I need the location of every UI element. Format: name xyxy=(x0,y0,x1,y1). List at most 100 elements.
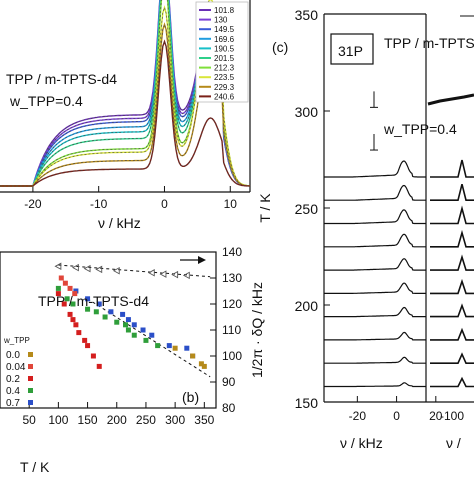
panel-b-point-0.4 xyxy=(64,296,70,302)
panel-c-right-spectrum-230 xyxy=(430,229,474,248)
panel-b-point-0.7 xyxy=(108,309,114,315)
panel-c-spectrum-254 xyxy=(324,184,426,201)
panel-c-right-spectrum-266 xyxy=(430,159,474,178)
panel-a-legend-label: 229.3 xyxy=(214,83,235,92)
panel-b-point-0.04 xyxy=(72,291,78,297)
panel-b-xtick-label: 50 xyxy=(23,413,37,427)
panel-b-fit-line xyxy=(87,298,211,378)
panel-b-point-0.2 xyxy=(76,330,82,336)
panel-c-spectrum-242 xyxy=(324,209,426,225)
panel-a-title: TPP / m-TPTS-d4 xyxy=(6,71,117,87)
panel-b-legend-marker xyxy=(28,364,33,369)
panel-b-point-0.7 xyxy=(85,296,91,302)
panel-c-ytick-label: 150 xyxy=(295,395,319,411)
panel-a-ticks: -20 -10 0 10 xyxy=(24,186,237,211)
panel-b-legend-label: 0.04 xyxy=(6,362,26,373)
panel-b-point-0.4 xyxy=(143,337,149,343)
panel-c-nucleus-box xyxy=(330,33,374,65)
panel-b-upper-point xyxy=(182,271,190,280)
panel-b-point-0.2 xyxy=(70,317,76,323)
panel-b-xtick-label: 250 xyxy=(136,413,156,427)
panel-c-nucleus-label: 31P xyxy=(338,43,363,59)
panel-b-legend-label: 0.0 xyxy=(6,350,20,361)
panel-b-point-0.7 xyxy=(184,345,190,351)
panel-b-point-0.4 xyxy=(93,309,99,315)
panel-b-point-0.0 xyxy=(190,353,196,359)
panel-b-xtick-label: 300 xyxy=(165,413,185,427)
panel-c-right-spectrum-170 xyxy=(430,352,474,364)
panel-c-right-spectra xyxy=(427,93,474,388)
panel-c-right-spectrum-206 xyxy=(430,278,474,295)
panel-c-ticks: 150 200 250 300 350 -20 0 20-100 xyxy=(295,7,465,423)
panel-b-legend-label: 0.7 xyxy=(6,398,20,409)
panel-c-spectra xyxy=(324,160,426,388)
panel-b-legend-marker xyxy=(28,388,33,393)
panel-b-point-0.4 xyxy=(55,285,61,291)
panel-c-markers xyxy=(370,15,474,151)
panel-c-right-xtick-label: -100 xyxy=(440,409,464,423)
panel-b-upper-point xyxy=(83,264,91,273)
panel-c-xtick-label: 0 xyxy=(393,409,400,423)
panel-c-ylabel: T / K xyxy=(257,193,273,223)
panel-b-point-0.04 xyxy=(58,275,64,281)
panel-c-spectrum-266 xyxy=(324,160,426,178)
panel-b-ytick-label: 90 xyxy=(222,375,236,389)
panel-b-point-0.7 xyxy=(140,327,146,333)
panel-b-ylabel-right: 1/2π · δQ / kHz xyxy=(249,282,265,378)
panel-b-point-0.2 xyxy=(85,343,91,349)
panel-c-right-spectrum-182 xyxy=(430,327,474,341)
panel-b-ytick-label: 100 xyxy=(222,349,242,363)
panel-b-point-0.2 xyxy=(82,337,88,343)
panel-b-upper-point xyxy=(95,265,103,274)
panel-a-xtick-label: -10 xyxy=(90,197,108,211)
panel-b-upper-point xyxy=(71,263,79,272)
panel-b-title: TPP / m-TPTS-d4 xyxy=(38,293,149,309)
panel-b-ytick-label: 80 xyxy=(222,401,236,415)
panel-b-upper-point xyxy=(147,269,155,277)
panel-b-xtick-label: 350 xyxy=(194,413,214,427)
panel-b-xtick-label: 150 xyxy=(78,413,98,427)
panel-b-point-0.2 xyxy=(55,291,61,297)
panel-a-xtick-label: 0 xyxy=(161,197,168,211)
panel-b-point-0.7 xyxy=(120,311,126,317)
panel-c-title: TPP / m-TPTS-d4 xyxy=(384,35,474,51)
panel-a-xtick-label: 10 xyxy=(224,197,238,211)
panel-c-ytick-label: 200 xyxy=(295,298,319,314)
panel-b-xlabel: T / K xyxy=(20,459,50,474)
panel-b-ticks: 50 100 150 200 250 300 350 80 90 100 110 120 130 140 xyxy=(23,245,243,427)
panel-c-spectrum-206 xyxy=(324,282,426,294)
panel-b: 50 100 150 200 250 300 3508090100110120130140 … xyxy=(0,245,265,475)
panel-a-legend-label: 101.8 xyxy=(214,6,235,15)
panel-c-spectrum-218 xyxy=(324,258,426,271)
panel-b-point-0.2 xyxy=(90,353,96,359)
panel-c-right-spectrum-218 xyxy=(430,254,474,271)
panel-c-xtick-label: 20 xyxy=(429,409,443,423)
panel-b-point-0.7 xyxy=(96,301,102,307)
panel-b-point-0.4 xyxy=(155,343,161,349)
panel-b-point-0.4 xyxy=(125,327,131,333)
panel-a: -20 -10 0 10 TPP / m-TPTS-d4 w_TPP=0.4 ν / … xyxy=(0,0,251,231)
panel-c-spectrum-158 xyxy=(324,382,426,388)
panel-b-point-0.0 xyxy=(198,361,204,367)
panel-a-fit xyxy=(0,40,251,187)
panel-b-ytick-label: 120 xyxy=(222,297,242,311)
panel-b-point-0.2 xyxy=(61,301,67,307)
panel-c-w-annotation: w_TPP=0.4 xyxy=(383,121,457,137)
panel-a-legend: 101.8130149.5169.6190.5201.5212.3223.522… xyxy=(195,1,249,103)
panel-b-ytick-label: 110 xyxy=(222,323,241,337)
panel-c-ytick-label: 250 xyxy=(295,201,319,217)
panel-b-upper-point xyxy=(159,270,167,278)
panel-b-point-0.4 xyxy=(131,332,137,338)
panel-c-ytick-label: 300 xyxy=(295,104,319,120)
panel-a-legend-label: 190.5 xyxy=(214,44,235,53)
panel-c-right-spectrum-242 xyxy=(430,205,474,225)
panel-c-xlabel: ν / kHz xyxy=(340,435,383,451)
panel-b-point-0.7 xyxy=(73,288,79,294)
panel-b-point-0.7 xyxy=(125,317,131,323)
panel-b-point-0.0 xyxy=(172,345,178,351)
panel-b-point-0.0 xyxy=(201,363,207,369)
panel-a-legend-label: 212.3 xyxy=(214,64,235,73)
panel-a-legend-label: 240.6 xyxy=(214,92,235,101)
panel-a-xlabel: ν / kHz xyxy=(98,215,141,231)
